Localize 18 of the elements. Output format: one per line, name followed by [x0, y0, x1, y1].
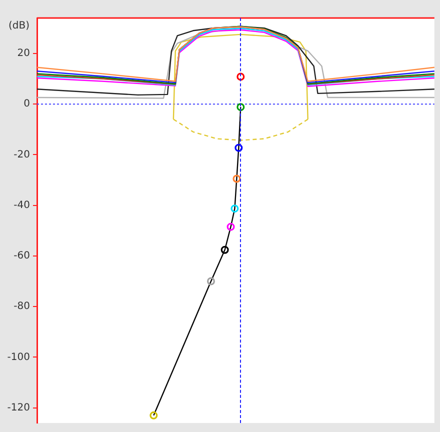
point: [232, 174, 241, 183]
point: [226, 222, 235, 231]
point: [236, 72, 245, 81]
y-tick-label: 20: [17, 48, 30, 60]
y-tick-label: -100: [7, 352, 30, 363]
point: [150, 411, 158, 420]
y-tick-label: -80: [14, 301, 30, 312]
y-tick-label: -20: [14, 149, 30, 160]
point: [220, 246, 229, 254]
y-tick-label: -40: [14, 200, 30, 211]
y-axis-title: (dB): [8, 20, 30, 32]
point: [230, 204, 239, 213]
point: [206, 277, 215, 286]
point: [234, 144, 243, 152]
y-tick-label: -60: [14, 250, 30, 262]
y-tick-label: 0: [24, 98, 30, 110]
y-tick-label: -120: [7, 402, 30, 414]
point: [236, 103, 245, 112]
